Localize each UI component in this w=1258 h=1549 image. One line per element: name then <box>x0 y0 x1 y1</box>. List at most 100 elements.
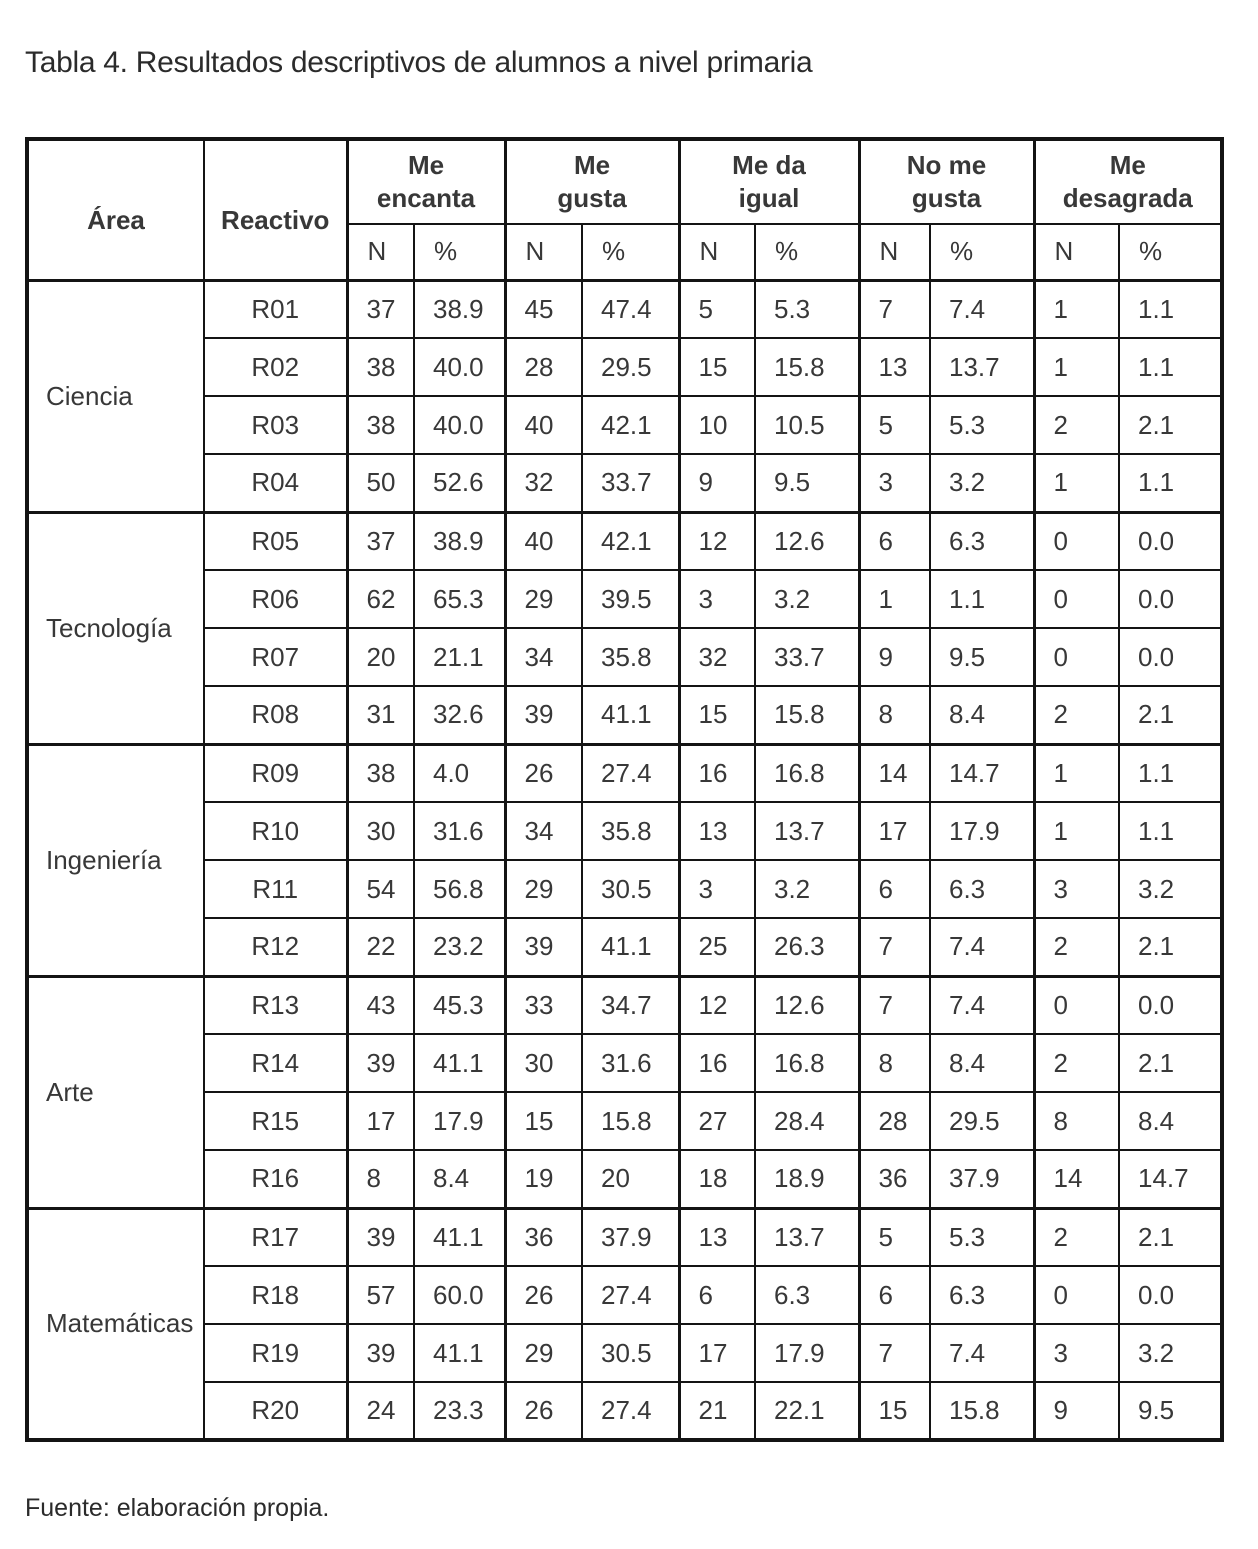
value-cell-pct: 22.1 <box>754 1381 860 1441</box>
value-cell-pct: 1.1 <box>1118 279 1223 339</box>
value-cell-pct: 31.6 <box>581 1033 680 1093</box>
value-cell-pct: 35.8 <box>581 801 680 861</box>
reactivo-cell: R17 <box>203 1206 348 1267</box>
value-cell-n: 1 <box>1032 279 1120 339</box>
subheader-pct-cell: % <box>581 222 680 282</box>
value-cell-pct: 17.9 <box>929 801 1035 861</box>
value-cell-pct: 45.3 <box>413 974 506 1035</box>
value-cell-pct: 1.1 <box>1118 801 1223 861</box>
value-cell-pct: 15.8 <box>754 685 860 745</box>
value-cell-n: 0 <box>1032 974 1120 1035</box>
value-cell-pct: 5.3 <box>929 395 1035 455</box>
reactivo-cell: R18 <box>203 1265 348 1325</box>
value-cell-n: 9 <box>677 453 756 513</box>
value-cell-n: 5 <box>857 1206 931 1267</box>
value-cell-n: 12 <box>677 510 756 571</box>
value-cell-n: 62 <box>345 569 415 629</box>
table-row: Ciencia R01 37 38.9 45 47.4 5 5.3 7 7.4 1 1.1 <box>26 279 1223 513</box>
table-row: R15 17 17.9 15 15.8 27 28.4 28 29.5 8 8.4 <box>27 1091 1223 1151</box>
value-cell-pct: 2.1 <box>1118 1033 1223 1093</box>
value-cell-n: 40 <box>503 510 583 571</box>
value-cell-pct: 18.9 <box>754 1149 860 1209</box>
value-cell-n: 13 <box>857 337 931 397</box>
value-cell-n: 54 <box>345 859 415 919</box>
value-cell-pct: 1.1 <box>1118 742 1223 803</box>
value-cell-n: 20 <box>345 627 415 687</box>
value-cell-n: 1 <box>1032 742 1120 803</box>
value-cell-pct: 26.3 <box>754 917 860 977</box>
value-cell-n: 0 <box>1032 569 1120 629</box>
value-cell-pct: 15.8 <box>754 337 860 397</box>
value-cell-pct: 42.1 <box>581 395 680 455</box>
table-row: R10 30 31.6 34 35.8 13 13.7 17 17.9 1 1.1 <box>27 801 1223 861</box>
value-cell-pct: 16.8 <box>754 742 860 803</box>
value-cell-n: 38 <box>345 395 415 455</box>
value-cell-n: 28 <box>857 1091 931 1151</box>
value-cell-pct: 39.5 <box>581 569 680 629</box>
value-cell-n: 24 <box>345 1381 415 1441</box>
value-cell-pct: 5.3 <box>754 279 860 339</box>
value-cell-pct: 14.7 <box>929 742 1035 803</box>
value-cell-n: 8 <box>857 685 931 745</box>
value-cell-pct: 2.1 <box>1118 685 1223 745</box>
value-cell-pct: 1.1 <box>1118 337 1223 397</box>
value-cell-n: 7 <box>857 974 931 1035</box>
results-table: Área Reactivo Me encanta Me gusta Me da … <box>25 137 1224 1442</box>
value-cell-pct: 0.0 <box>1118 1265 1223 1325</box>
value-cell-pct: 33.7 <box>754 627 860 687</box>
area-cell: Ciencia <box>26 279 205 513</box>
value-cell-n: 6 <box>857 1265 931 1325</box>
value-cell-n: 37 <box>345 510 415 571</box>
value-cell-n: 19 <box>503 1149 583 1209</box>
reactivo-cell: R05 <box>203 510 348 571</box>
value-cell-pct: 14.7 <box>1118 1149 1223 1209</box>
value-cell-n: 16 <box>677 1033 756 1093</box>
value-cell-pct: 3.2 <box>1118 859 1223 919</box>
value-cell-pct: 2.1 <box>1118 395 1223 455</box>
value-cell-n: 8 <box>1032 1091 1120 1151</box>
value-cell-n: 34 <box>503 801 583 861</box>
value-cell-pct: 7.4 <box>929 917 1035 977</box>
value-cell-n: 0 <box>1032 1265 1120 1325</box>
value-cell-n: 7 <box>857 279 931 339</box>
group-header-me-encanta: Me encanta <box>345 138 506 225</box>
value-cell-pct: 13.7 <box>929 337 1035 397</box>
value-cell-pct: 9.5 <box>1118 1381 1223 1441</box>
page-title: Tabla 4. Resultados descriptivos de alum… <box>25 46 813 79</box>
subheader-n-cell: N <box>345 222 415 282</box>
value-cell-pct: 32.6 <box>413 685 506 745</box>
value-cell-pct: 65.3 <box>413 569 506 629</box>
value-cell-pct: 8.4 <box>929 685 1035 745</box>
value-cell-pct: 6.3 <box>929 510 1035 571</box>
table-row: R20 24 23.3 26 27.4 21 22.1 15 15.8 9 9.5 <box>27 1381 1223 1441</box>
value-cell-pct: 3.2 <box>754 859 860 919</box>
value-cell-n: 28 <box>503 337 583 397</box>
value-cell-n: 9 <box>1032 1381 1120 1441</box>
value-cell-pct: 0.0 <box>1118 569 1223 629</box>
value-cell-n: 29 <box>503 569 583 629</box>
table-row: Matemáticas R17 39 41.1 36 37.9 13 13.7 5 5.3 2 2.1 <box>26 1206 1223 1441</box>
group-header-label: Me gusta <box>557 150 627 213</box>
header-sub-row: N % N % N % N % N % <box>27 222 1223 282</box>
value-cell-n: 39 <box>503 685 583 745</box>
value-cell-pct: 2.1 <box>1118 1206 1223 1267</box>
value-cell-n: 32 <box>677 627 756 687</box>
value-cell-pct: 40.0 <box>413 337 506 397</box>
value-cell-n: 39 <box>503 917 583 977</box>
value-cell-pct: 3.2 <box>1118 1323 1223 1383</box>
area-cell: Tecnología <box>26 510 205 745</box>
value-cell-n: 1 <box>1032 801 1120 861</box>
value-cell-n: 36 <box>857 1149 931 1209</box>
value-cell-n: 1 <box>857 569 931 629</box>
value-cell-pct: 35.8 <box>581 627 680 687</box>
source-note: Fuente: elaboración propia. <box>25 1494 330 1522</box>
value-cell-pct: 15.8 <box>929 1381 1035 1441</box>
value-cell-pct: 52.6 <box>413 453 506 513</box>
reactivo-cell: R02 <box>203 337 348 397</box>
subheader-pct-cell: % <box>929 222 1035 282</box>
table-row: R12 22 23.2 39 41.1 25 26.3 7 7.4 2 2.1 <box>27 917 1223 977</box>
value-cell-n: 1 <box>1032 337 1120 397</box>
value-cell-n: 31 <box>345 685 415 745</box>
value-cell-pct: 17.9 <box>754 1323 860 1383</box>
